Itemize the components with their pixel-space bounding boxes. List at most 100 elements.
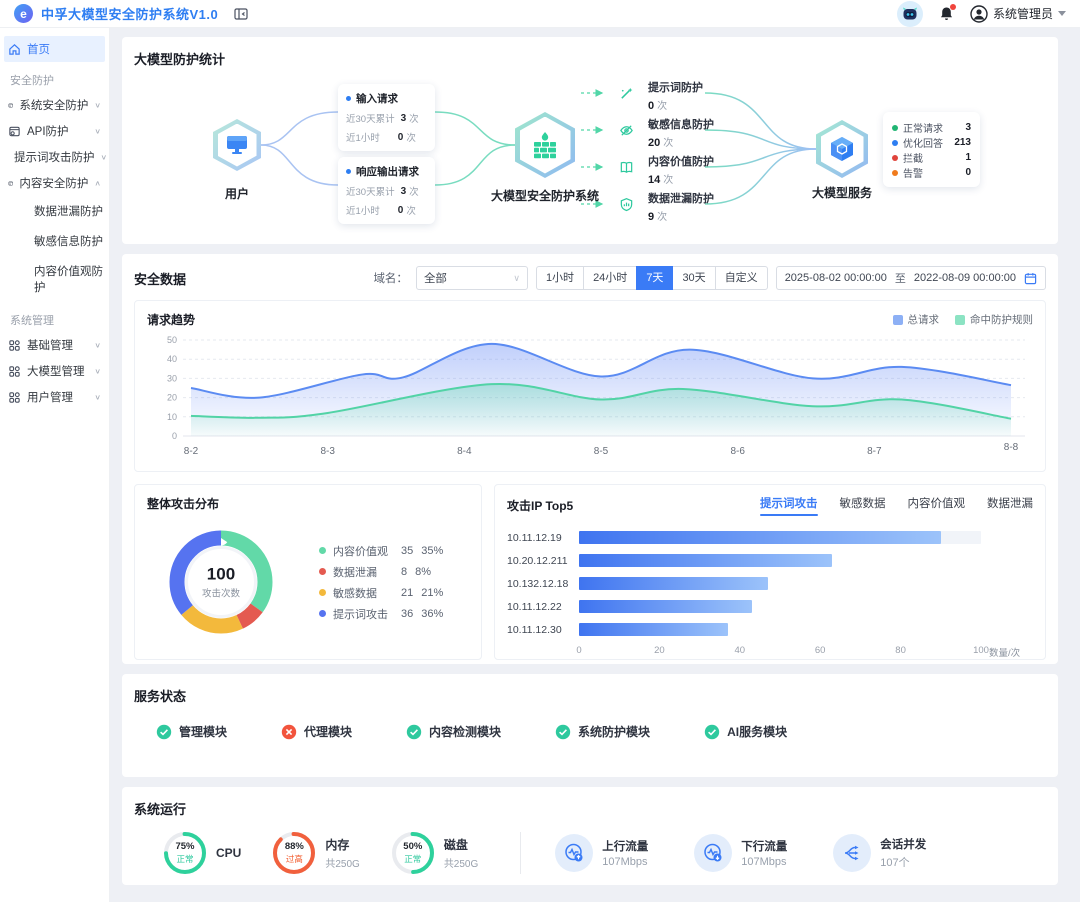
donut-slice (169, 530, 273, 634)
gauge-ring (391, 832, 434, 874)
range-button-1h[interactable]: 1小时 (535, 266, 585, 290)
request-trend-panel: 请求趋势 总请求 命中防护规则 0 10 20 30 40 50 8-2 8-3 8-4 8-5 8… (134, 300, 1046, 472)
svg-text:40: 40 (167, 354, 177, 364)
x-tick-label: 0 (576, 645, 582, 656)
sidebar-item-api-protection[interactable]: API防护 ∨ (0, 118, 109, 144)
bar-category-label: 10.11.12.22 (507, 600, 562, 613)
range-button-custom[interactable]: 自定义 (714, 266, 768, 290)
domain-select[interactable]: 全部 ∨ (415, 266, 528, 290)
protection-flow-diagram: 用户 输入请求 近30天累计 3 次 近1小时 0 次 响应输出请求 近30天累计 3 次 … (134, 72, 1046, 240)
chevron-down-icon: ∨ (94, 392, 101, 401)
legend-swatch (955, 314, 965, 325)
range-button-7d[interactable]: 7天 (636, 266, 674, 290)
app-logo-icon: e (14, 4, 33, 23)
chart-title: 攻击IP Top5 (507, 499, 574, 513)
sidebar-item-system-security[interactable]: 系统安全防护 ∨ (0, 92, 109, 118)
x-tick-label: 80 (895, 645, 906, 656)
sidebar-item-content-security[interactable]: 内容安全防护 ∧ (0, 170, 109, 196)
sidebar-item-label: 大模型管理 (27, 366, 85, 378)
donut-center: 100 攻击次数 (201, 564, 241, 600)
sidebar-item-home[interactable]: 首页 (4, 36, 105, 62)
legend-label: 敏感数据 (333, 587, 377, 600)
date-range-picker[interactable]: 2025-08-02 00:00:00 至 2022-08-09 00:00:0… (775, 266, 1046, 290)
flow-connectors (260, 89, 817, 208)
eye-off-icon (620, 125, 633, 136)
sidebar-subitem-sensitive-info[interactable]: 敏感信息防护 (34, 236, 103, 248)
x-tick-label: 8-7 (867, 446, 882, 457)
bullet-icon (346, 169, 351, 174)
tab-data-leak[interactable]: 数据泄漏 (987, 498, 1033, 510)
output-request-card: 响应输出请求 近30天累计 3 次 近1小时 0 次 (338, 157, 435, 224)
date-end: 2022-08-09 00:00:00 (913, 272, 1016, 284)
shield-doc-icon (9, 126, 20, 136)
notifications-bell-icon[interactable] (939, 3, 956, 22)
app-header: e 中孚大模型安全防护系统V1.0 系统管理员 (0, 0, 1080, 28)
section-title: 服务状态 (134, 689, 187, 704)
bar (579, 600, 752, 613)
sidebar-section-system: 系统管理 (10, 315, 54, 327)
status-dot (892, 124, 898, 131)
bar-row: 10.11.12.22 (507, 595, 981, 618)
bar (579, 623, 728, 636)
bar-row: 10.11.12.30 (507, 618, 981, 641)
service-item: 内容检测模块 (406, 723, 501, 740)
attack-donut-chart (169, 530, 273, 634)
protection-item: 数据泄漏防护 9 次 (613, 190, 714, 223)
tab-sensitive-data[interactable]: 敏感数据 (839, 498, 886, 510)
sidebar-section-security: 安全防护 (10, 75, 54, 87)
protection-stats-card: 大模型防护统计 (122, 37, 1058, 244)
sidebar-subitem-data-leak[interactable]: 数据泄漏防护 (34, 206, 103, 218)
range-button-30d[interactable]: 30天 (672, 266, 716, 290)
request-card-title: 响应输出请求 (356, 166, 419, 178)
legend-value: 36 (401, 607, 414, 620)
upload-traffic-metric: 上行流量 107Mbps (555, 834, 648, 872)
tab-prompt-attack[interactable]: 提示词攻击 (760, 495, 818, 516)
legend-percent: 8% (415, 565, 432, 578)
user-node-label: 用户 (224, 187, 250, 201)
chevron-down-icon: ∨ (94, 100, 101, 109)
legend-percent: 21% (421, 586, 444, 599)
section-title: 系统运行 (134, 802, 187, 817)
svg-text:30: 30 (167, 373, 177, 383)
session-concurrency-metric: 会话并发 107个 (833, 834, 926, 872)
grid-icon (9, 365, 20, 377)
legend-value: 21 (401, 586, 414, 599)
ai-assistant-robot-icon[interactable] (896, 0, 923, 27)
protection-item: 敏感信息防护 20 次 (613, 116, 714, 149)
trend-area-chart: 0 10 20 30 40 50 8-2 8-3 8-4 8-5 8-6 8-7 8-8 (167, 335, 1025, 457)
collapse-sidebar-icon[interactable] (234, 7, 248, 21)
service-item: 系统防护模块 (555, 723, 650, 740)
shield-icon (620, 198, 633, 212)
bar-axis: 0 20 40 60 80 100 数量/次 (576, 645, 1020, 661)
check-circle-icon (555, 724, 571, 739)
gauge-ring (164, 832, 206, 874)
sidebar-item-label: 用户管理 (27, 392, 73, 404)
security-data-card: 安全数据 域名： 全部 ∨ 1小时 24小时 7天 30天 自定义 2025-08… (122, 254, 1058, 664)
sidebar: 首页 安全防护 系统安全防护 ∨ API防护 ∨ 提示词攻击防护 ∨ 内容安全防护 ∧ … (0, 28, 110, 902)
sidebar-subitem-content-values[interactable]: 内容价值观防护 (34, 266, 103, 294)
sidebar-item-model-management[interactable]: 大模型管理 ∨ (0, 358, 109, 384)
legend-percent: 35% (421, 544, 444, 557)
range-button-24h[interactable]: 24小时 (583, 266, 638, 290)
grid-icon (9, 391, 20, 403)
sidebar-item-basic-management[interactable]: 基础管理 ∨ (0, 332, 109, 358)
sidebar-item-label: 内容安全防护 (19, 178, 89, 190)
gauge-ring (273, 832, 316, 874)
chevron-down-icon: ∨ (94, 126, 101, 135)
chevron-down-icon (1058, 11, 1066, 16)
sidebar-item-label: API防护 (27, 126, 69, 138)
bar-track (579, 600, 981, 613)
bullet-icon (346, 96, 351, 101)
calendar-icon (1024, 272, 1037, 284)
legend-dot (319, 589, 326, 596)
sidebar-item-user-management[interactable]: 用户管理 ∨ (0, 384, 109, 410)
sidebar-item-prompt-attack-protection[interactable]: 提示词攻击防护 ∨ (0, 144, 109, 170)
user-menu[interactable]: 系统管理员 (970, 4, 1066, 23)
date-start: 2025-08-02 00:00:00 (784, 272, 887, 284)
tab-content-values[interactable]: 内容价值观 (907, 498, 966, 510)
service-stats-card: 正常请求 3 优化回答 213 拦截 1 告警 0 (883, 112, 980, 187)
status-dot (892, 169, 898, 176)
check-circle-icon (156, 724, 172, 739)
protection-item: 内容价值防护 14 次 (613, 153, 714, 186)
model-service-node-label: 大模型服务 (811, 186, 873, 200)
